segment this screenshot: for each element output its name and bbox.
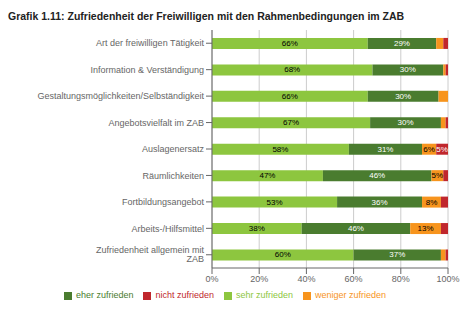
svg-text:6%: 6% <box>423 145 435 154</box>
svg-text:100%: 100% <box>436 274 459 284</box>
svg-text:Zufriedenheit allgemein mitZAB: Zufriedenheit allgemein mitZAB <box>96 245 205 264</box>
svg-text:58%: 58% <box>272 145 288 154</box>
svg-text:53%: 53% <box>267 198 283 207</box>
html-text:eher zufrieden: eher zufrieden <box>75 290 134 300</box>
svg-text:5%: 5% <box>432 171 444 180</box>
svg-text:Information & Verständigung: Information & Verständigung <box>90 65 204 75</box>
html-text:nicht zufrieden: nicht zufrieden <box>155 290 214 300</box>
svg-text:31%: 31% <box>377 145 393 154</box>
svg-text:Art der freiwilligen Tätigkeit: Art der freiwilligen Tätigkeit <box>96 38 204 48</box>
svg-text:5%: 5% <box>436 145 448 154</box>
svg-text:36%: 36% <box>372 198 388 207</box>
svg-text:40%: 40% <box>297 274 315 284</box>
html-text:sehr zufrieden: sehr zufrieden <box>236 290 293 300</box>
svg-text:47%: 47% <box>259 171 275 180</box>
svg-text:38%: 38% <box>249 224 265 233</box>
svg-text:Auslagenersatz: Auslagenersatz <box>142 144 205 154</box>
svg-text:Räumlichkeiten: Räumlichkeiten <box>142 171 204 181</box>
svg-text:60%: 60% <box>275 250 291 259</box>
svg-text:67%: 67% <box>283 118 299 127</box>
svg-text:60%: 60% <box>345 274 363 284</box>
svg-text:46%: 46% <box>348 224 364 233</box>
svg-text:Arbeits-/Hilfsmittel: Arbeits-/Hilfsmittel <box>131 224 204 234</box>
svg-text:Angebotsvielfalt im ZAB: Angebotsvielfalt im ZAB <box>108 118 204 128</box>
svg-text:8%: 8% <box>426 198 438 207</box>
svg-text:30%: 30% <box>398 118 414 127</box>
html-text:Grafik 1.11: Zufriedenheit der: Grafik 1.11: Zufriedenheit der Freiwilli… <box>8 10 405 22</box>
svg-text:20%: 20% <box>250 274 268 284</box>
svg-text:68%: 68% <box>284 65 300 74</box>
svg-text:0%: 0% <box>205 274 218 284</box>
svg-text:Fortbildungsangebot: Fortbildungsangebot <box>122 197 205 207</box>
svg-text:46%: 46% <box>369 171 385 180</box>
svg-text:30%: 30% <box>395 92 411 101</box>
svg-text:29%: 29% <box>394 39 410 48</box>
svg-text:80%: 80% <box>392 274 410 284</box>
svg-text:66%: 66% <box>282 39 298 48</box>
html-text:weniger zufrieden: weniger zufrieden <box>315 290 387 300</box>
svg-text:13%: 13% <box>418 224 434 233</box>
svg-text:30%: 30% <box>400 65 416 74</box>
svg-text:66%: 66% <box>282 92 298 101</box>
svg-text:Gestaltungsmöglichkeiten/Selbs: Gestaltungsmöglichkeiten/Selbständigkeit <box>37 91 204 101</box>
svg-text:37%: 37% <box>389 250 405 259</box>
